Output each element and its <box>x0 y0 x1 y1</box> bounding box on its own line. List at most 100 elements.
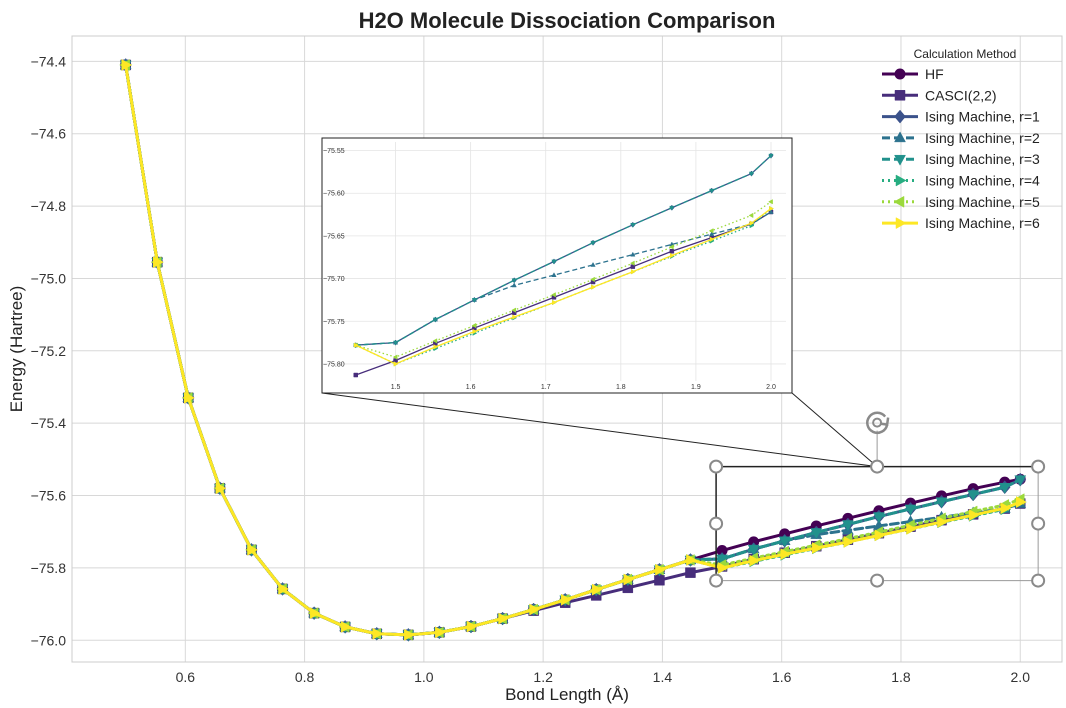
x-tick-label: 1.4 <box>653 669 673 685</box>
data-point <box>937 516 949 528</box>
rotate-arrow <box>879 417 890 427</box>
inset-y-tick-label: −75.55 <box>323 148 345 155</box>
data-point <box>874 529 886 542</box>
y-tick-label: −74.4 <box>31 53 67 69</box>
inset-connector-line <box>321 392 878 468</box>
inset-data-point <box>551 292 556 298</box>
legend-label: Ising Machine, r=2 <box>925 130 1040 146</box>
data-point <box>780 548 792 561</box>
inset-data-point <box>709 188 715 194</box>
legend-marker <box>895 174 907 187</box>
resize-handle[interactable] <box>709 516 724 531</box>
resize-handle[interactable] <box>1031 459 1046 474</box>
y-tick-label: −75.8 <box>31 560 67 576</box>
inset-data-point <box>668 244 674 250</box>
resize-handle[interactable] <box>709 459 724 474</box>
data-point <box>372 627 384 640</box>
data-point <box>967 490 980 501</box>
data-point <box>184 391 195 404</box>
inset-data-point <box>392 340 399 346</box>
inset-data-point <box>629 260 635 266</box>
data-point <box>685 567 696 578</box>
data-point <box>843 535 855 548</box>
resize-handle[interactable] <box>709 573 724 588</box>
inset-data-point <box>552 299 557 306</box>
inset-y-tick-label: −75.65 <box>323 233 345 240</box>
zoom-selection[interactable] <box>321 392 1046 588</box>
inset-data-point <box>471 298 478 303</box>
series-line <box>124 63 1022 637</box>
inset-data-point <box>748 212 754 219</box>
inset-y-tick-label: −75.70 <box>323 276 345 283</box>
inset-axis-ticks: 1.5 1.6 1.7 1.8 1.9 2.0 −75.55 −75.60 −75.65 −75.… <box>323 148 776 391</box>
legend-label: Ising Machine, r=3 <box>925 151 1040 167</box>
inset-gridlines <box>323 142 786 381</box>
resize-handle[interactable] <box>1031 573 1046 588</box>
inset-series-line <box>355 208 772 365</box>
legend-label: HF <box>925 66 944 82</box>
data-point <box>841 520 854 532</box>
inset-data-point <box>669 205 675 211</box>
y-tick-label: −75.2 <box>31 343 67 359</box>
inset-data-point <box>432 338 438 344</box>
inset-data-point <box>511 307 517 313</box>
inset-series-7 <box>353 205 774 367</box>
data-point <box>935 497 948 509</box>
inset-data-point <box>511 282 517 288</box>
inset-data-point <box>471 322 477 329</box>
rotate-handle-icon[interactable] <box>866 411 890 435</box>
x-tick-label: 1.2 <box>533 669 553 685</box>
plot-area <box>71 35 1063 663</box>
legend-item: Ising Machine, r=1 <box>882 109 1040 125</box>
inset-connector-line <box>791 392 878 467</box>
data-point <box>655 563 666 576</box>
inset-data-point <box>768 199 773 205</box>
data-point <box>747 544 760 556</box>
legend-marker <box>894 90 906 101</box>
inset-x-tick-label: 1.6 <box>466 384 476 391</box>
legend-marker <box>894 131 906 143</box>
resize-handle[interactable] <box>870 459 885 474</box>
inset-data-point <box>512 314 518 320</box>
data-point <box>810 528 823 539</box>
y-tick-label: −74.6 <box>31 126 67 142</box>
x-tick-label: 1.8 <box>891 669 911 685</box>
x-tick-label: 2.0 <box>1011 669 1031 685</box>
x-tick-label: 1.6 <box>772 669 792 685</box>
resize-handle[interactable] <box>1031 516 1046 531</box>
data-point <box>215 482 227 495</box>
inset-series-line <box>355 211 772 346</box>
legend-item: Ising Machine, r=5 <box>882 194 1040 210</box>
resize-handle[interactable] <box>870 573 885 588</box>
x-tick-label: 1.0 <box>414 669 434 685</box>
legend-marker <box>894 109 906 124</box>
data-point <box>560 593 572 606</box>
data-point <box>498 612 510 625</box>
inset-data-point <box>630 251 636 257</box>
legend-item: HF <box>882 66 944 82</box>
data-point <box>717 561 729 574</box>
inset-series-line <box>355 211 772 376</box>
axis-ticks: 0.6 0.8 1.0 1.2 1.4 1.6 1.8 2.0 −76.0 −75.8 −75.6 −… <box>31 53 1031 685</box>
legend-marker <box>894 68 906 80</box>
inset-x-tick-label: 1.8 <box>616 384 626 391</box>
data-point <box>466 620 478 633</box>
y-axis-label: Energy (Hartree) <box>7 286 26 413</box>
legend-label: CASCI(2,2) <box>925 87 997 103</box>
legend-item: CASCI(2,2) <box>882 87 997 103</box>
x-axis-label: Bond Length (Å) <box>505 685 629 704</box>
inset-series-group <box>352 152 774 378</box>
data-point <box>906 522 918 535</box>
data-point <box>309 607 321 620</box>
data-point <box>529 603 541 616</box>
data-point <box>749 554 761 567</box>
inset-data-point <box>393 361 399 367</box>
data-point <box>654 574 665 586</box>
data-point <box>1016 496 1027 508</box>
chart-title: H2O Molecule Dissociation Comparison <box>359 8 776 33</box>
y-tick-label: −74.8 <box>31 198 67 214</box>
inset-data-point <box>669 249 675 254</box>
inset-y-tick-label: −75.80 <box>323 361 345 368</box>
inset-data-point <box>551 272 557 278</box>
inset-data-point <box>590 261 596 267</box>
